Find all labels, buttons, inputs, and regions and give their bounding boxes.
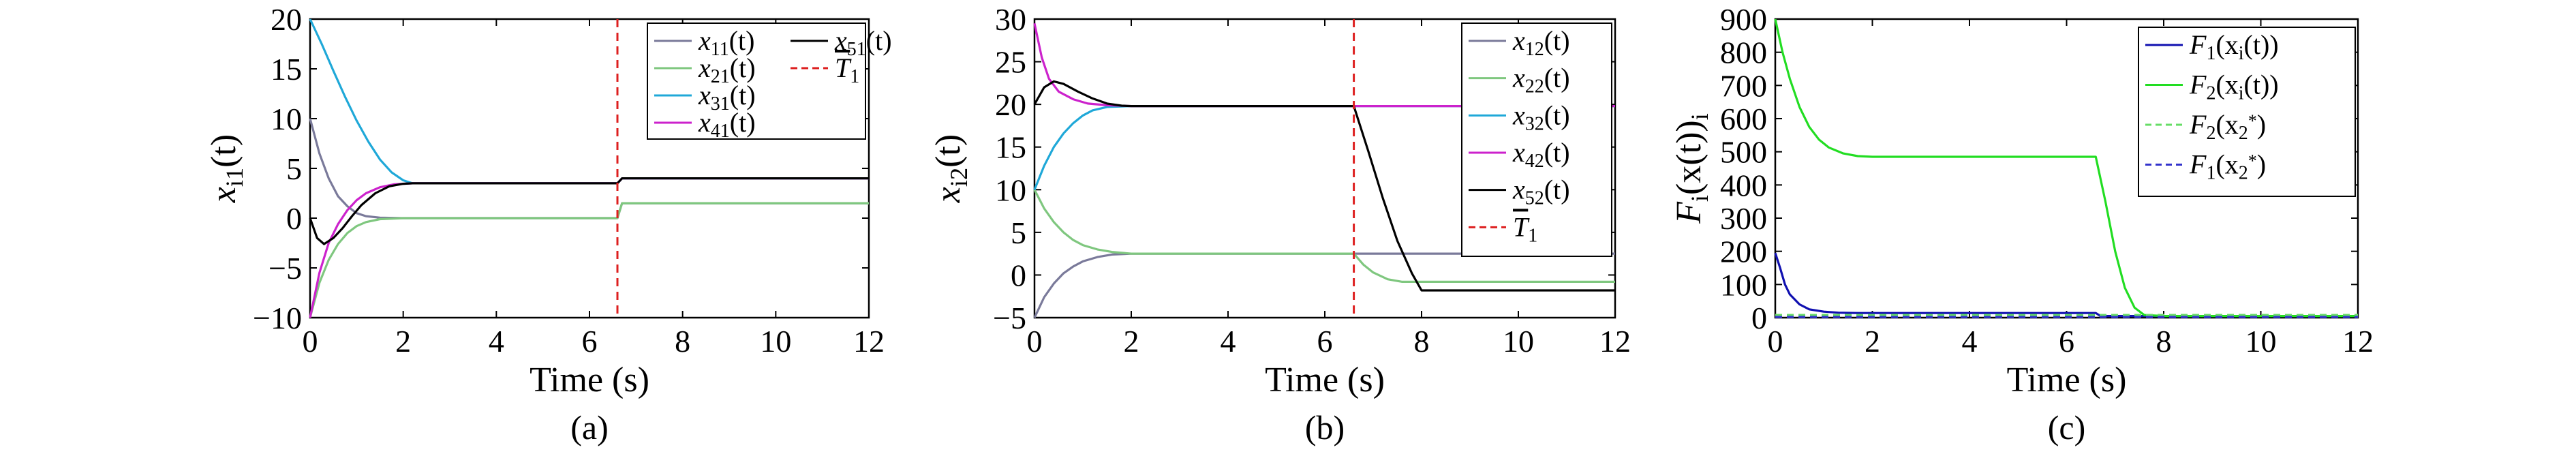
y-tick-label: 300 [1720,201,1767,236]
legend-label: x22(t) [1512,63,1570,97]
x-tick-label: 8 [675,324,690,359]
legend-label: F2(xi(t)) [2189,70,2279,104]
y-tick-label: 10 [995,172,1026,207]
x-tick-label: 4 [1221,324,1236,359]
y-tick-label: 200 [1720,234,1767,269]
legend-label: x31(t) [698,80,756,115]
y-tick-label: 10 [271,102,302,136]
x-tick-label: 10 [2245,324,2277,359]
legend-box [1461,22,1612,257]
x-tick-label: 0 [1027,324,1043,359]
y-tick-label: 15 [995,130,1026,165]
legend-label: x21(t) [698,52,756,87]
y-axis-label: xi1(t) [204,134,248,204]
x-tick-label: 12 [2342,324,2374,359]
y-axis-label: Fi(x(t))i [1670,113,1713,224]
y-tick-label: 30 [995,2,1026,37]
y-tick-label: −10 [253,301,302,335]
y-tick-label: 0 [1011,258,1026,292]
x-tick-label: 10 [760,324,791,359]
x-tick-label: 8 [2156,324,2172,359]
y-tick-label: 800 [1720,35,1767,70]
x-tick-label: 0 [1768,324,1783,359]
legend-box [2138,27,2356,197]
legend-label: x52(t) [1512,175,1570,209]
x-axis-label: Time (s) [1265,361,1385,399]
y-tick-label: 15 [271,52,302,87]
y-tick-label: 20 [995,87,1026,122]
x-axis-label: Time (s) [2007,361,2127,399]
x-tick-label: 2 [1865,324,1880,359]
y-tick-label: 20 [271,2,302,37]
y-tick-label: −5 [269,251,302,286]
y-tick-label: 0 [1751,301,1767,335]
x-tick-label: 6 [2059,324,2074,359]
legend-label: x11(t) [698,25,755,60]
series-line-5 [1033,80,1615,292]
legend-label: x41(t) [698,107,756,142]
y-tick-label: 600 [1720,102,1767,136]
y-tick-label: 0 [286,201,302,236]
legend-label: T1 [835,52,859,87]
x-tick-label: 6 [1317,324,1333,359]
y-tick-label: −5 [993,301,1026,335]
panel-label: (c) [2048,408,2086,447]
legend-label: x12(t) [1512,25,1570,60]
y-tick-label: 5 [286,151,302,186]
panel-label: (a) [570,408,609,447]
legend-label: x51(t) [834,25,892,60]
x-tick-label: 12 [853,324,885,359]
series-line-2 [1774,18,2358,318]
x-axis-label: Time (s) [530,361,649,399]
x-tick-label: 0 [303,324,318,359]
legend-label: T1 [1513,211,1537,246]
legend-label: x32(t) [1512,100,1570,134]
x-tick-label: 4 [489,324,504,359]
x-tick-label: 4 [1962,324,1978,359]
legend-label: F1(x2*) [2189,149,2266,184]
y-tick-label: 100 [1720,267,1767,302]
legend: x11(t)x21(t)x31(t)x41(t) x51(t)T1 [647,22,892,142]
x-tick-label: 8 [1414,324,1430,359]
x-tick-label: 2 [395,324,411,359]
series-line-1 [1774,252,2358,318]
y-tick-label: 5 [1011,215,1026,250]
y-axis-label: xi2(t) [929,134,972,204]
legend-box [647,22,866,140]
y-tick-label: 400 [1720,168,1767,202]
y-tick-label: 25 [995,45,1026,80]
legend-label: F2(x2*) [2189,109,2266,144]
x-tick-label: 12 [1599,324,1631,359]
x-tick-label: 10 [1503,324,1534,359]
chart-panel-1: 0 2 4 6 8 10 12 −10 −5 0 5 10 15 20 Time (s) xi1(t) (a) x… [204,2,892,447]
series-line-5 [309,177,869,245]
x-tick-label: 2 [1124,324,1139,359]
panel-label: (b) [1305,408,1345,447]
legend-label: F1(xi(t)) [2189,29,2279,64]
x-tick-label: 6 [582,324,598,359]
y-tick-label: 900 [1720,2,1767,37]
legend: F1(xi(t)) F2(xi(t)) F2(x2*) F1(x2*) [2138,27,2356,197]
legend: x12(t)x22(t)x32(t)x42(t)x52(t)T1 [1461,22,1612,257]
y-tick-label: 500 [1720,135,1767,170]
y-tick-label: 700 [1720,68,1767,103]
series-line-2 [1033,189,1615,283]
legend-label: x42(t) [1512,137,1570,172]
